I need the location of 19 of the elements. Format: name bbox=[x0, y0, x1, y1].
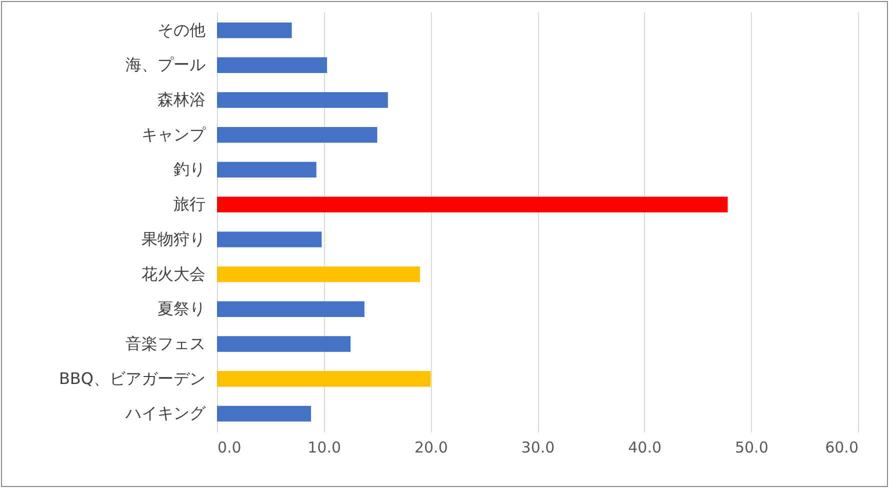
x-tick-label: 50.0 bbox=[734, 438, 768, 456]
x-tick-label: 60.0 bbox=[825, 438, 858, 456]
y-tick-label: 花火大会 bbox=[142, 264, 206, 284]
y-tick-label: 旅行 bbox=[174, 194, 206, 214]
y-tick-label: その他 bbox=[158, 20, 206, 40]
y-tick-label: ハイキング bbox=[124, 404, 206, 423]
x-tick-label: 10.0 bbox=[308, 438, 342, 456]
x-tick-label: 40.0 bbox=[628, 438, 662, 456]
x-tick-label: 30.0 bbox=[521, 438, 555, 456]
y-tick-label: 海、プール bbox=[126, 55, 206, 74]
y-tick-label: キャンプ bbox=[142, 124, 206, 144]
y-tick-label: 果物狩り bbox=[142, 229, 206, 248]
y-tick-label: 森林浴 bbox=[158, 90, 206, 110]
y-tick-label: 音楽フェス bbox=[126, 334, 206, 353]
x-tick-label: 0.0 bbox=[218, 438, 242, 456]
x-tick-label: 20.0 bbox=[414, 438, 448, 456]
y-tick-label: 釣り bbox=[174, 160, 206, 179]
y-tick-label: BBQ、ビアガーデン bbox=[58, 368, 206, 388]
y-tick-label: 夏祭り bbox=[158, 299, 206, 318]
